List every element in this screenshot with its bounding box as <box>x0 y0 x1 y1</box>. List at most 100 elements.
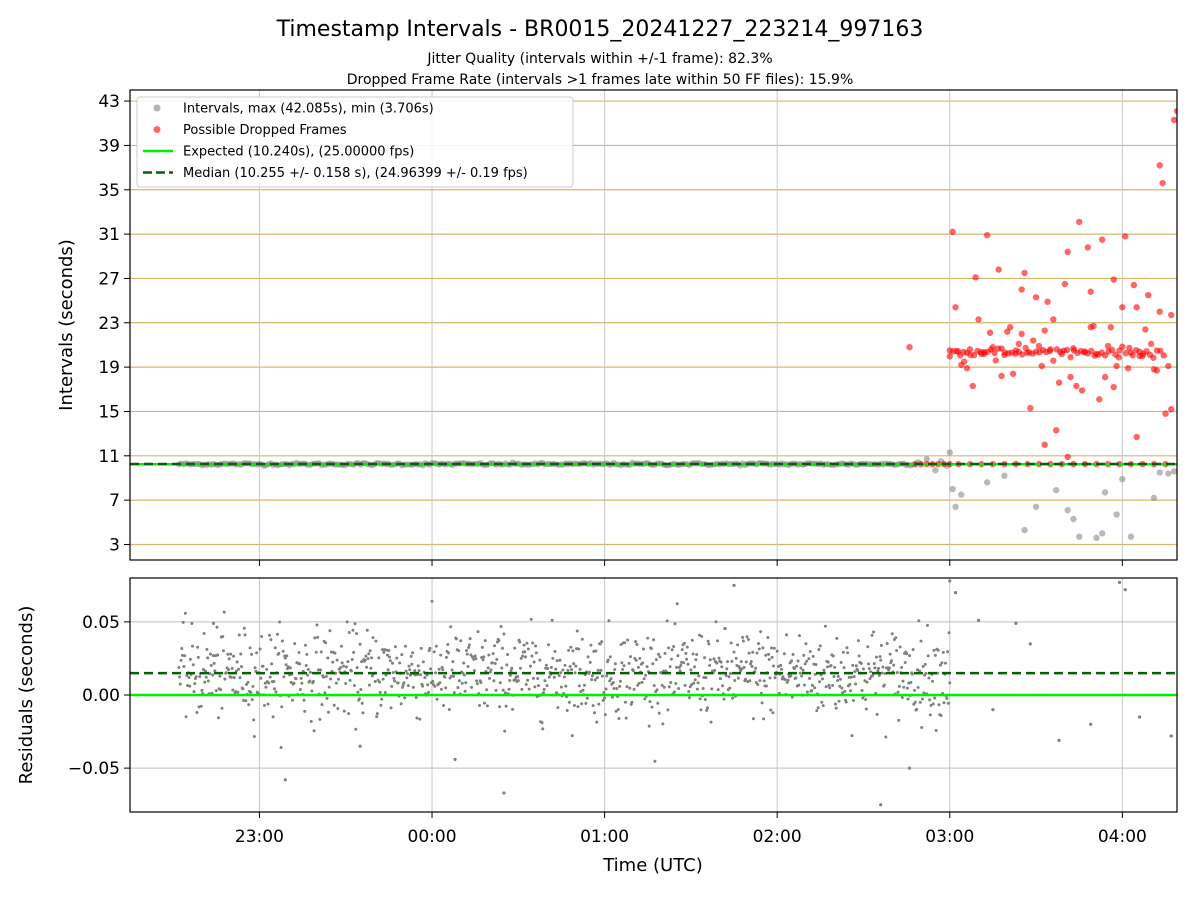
residual-point <box>446 643 450 647</box>
residual-point <box>293 642 297 646</box>
residual-point <box>316 668 320 672</box>
residual-point <box>841 650 845 654</box>
residual-point <box>435 697 439 701</box>
residual-point <box>462 661 466 665</box>
residual-point <box>178 675 182 679</box>
residual-point <box>324 674 328 678</box>
dropped-frame-point <box>1142 326 1149 333</box>
y-tick-label: −0.05 <box>68 759 120 779</box>
residual-point <box>721 684 725 688</box>
residual-point <box>250 698 254 702</box>
residuals-panel: −0.05 0.00 0.05 23:00 00:00 01:00 02:00 03:00 04… <box>16 577 1178 847</box>
residual-point <box>349 669 353 673</box>
residual-point <box>815 709 819 713</box>
dropped-frame-point <box>946 353 953 360</box>
residual-point <box>534 644 538 648</box>
residual-point <box>705 706 709 710</box>
residual-point <box>561 668 565 672</box>
residual-point <box>923 662 927 666</box>
residual-point <box>509 668 513 672</box>
residual-point <box>790 659 794 663</box>
residual-point <box>352 683 356 687</box>
residual-point <box>347 630 351 634</box>
residual-point <box>596 668 600 672</box>
residual-point <box>403 644 407 648</box>
interval-point <box>1101 489 1109 496</box>
residual-point <box>867 662 871 666</box>
residual-point <box>541 691 545 695</box>
residual-point <box>421 684 425 688</box>
residual-point <box>495 657 499 661</box>
dropped-frame-point <box>1018 286 1025 293</box>
dropped-frame-point <box>1012 347 1020 354</box>
residual-point <box>883 672 887 676</box>
residual-point <box>624 716 628 720</box>
residual-point <box>643 697 647 701</box>
residual-point <box>477 703 481 707</box>
residual-point <box>854 682 858 686</box>
residual-point <box>856 639 860 643</box>
residual-point <box>370 674 374 678</box>
residual-point <box>937 703 941 707</box>
residual-point <box>623 700 627 704</box>
residual-point <box>405 676 409 680</box>
residual-point <box>493 662 497 666</box>
residual-point <box>655 688 659 692</box>
residual-point <box>728 686 732 690</box>
residual-point <box>406 672 410 676</box>
residual-point <box>576 705 580 709</box>
residual-point <box>305 652 309 656</box>
residual-point <box>817 648 821 652</box>
interval-point <box>1156 469 1163 476</box>
residual-point <box>901 679 905 683</box>
residual-point <box>771 711 775 715</box>
residual-point <box>600 674 604 678</box>
residual-point <box>682 661 686 665</box>
residual-point <box>367 683 371 687</box>
residual-point <box>826 660 830 664</box>
residual-point <box>844 700 848 704</box>
residual-point <box>668 665 672 669</box>
residual-point <box>666 708 670 712</box>
residual-point <box>529 617 533 621</box>
residual-point <box>326 656 330 660</box>
residual-point <box>262 704 266 708</box>
residual-point <box>595 720 599 724</box>
residual-point <box>700 634 704 638</box>
residual-point <box>836 674 840 678</box>
residual-point <box>801 668 805 672</box>
residual-point <box>452 691 456 695</box>
dropped-frame-point <box>1170 116 1177 124</box>
residual-point <box>873 666 877 670</box>
residual-point <box>239 652 243 656</box>
residual-point <box>732 583 736 587</box>
residual-point <box>488 676 492 680</box>
residual-point <box>946 650 950 654</box>
residual-point <box>740 667 744 671</box>
residual-point <box>991 708 995 712</box>
interval-point <box>1093 534 1100 542</box>
residual-point <box>582 683 586 687</box>
residual-point <box>631 669 635 673</box>
dropped-frame-point <box>958 361 965 369</box>
residual-point <box>391 671 395 675</box>
residual-point <box>836 678 840 682</box>
dropped-frame-point <box>1052 427 1060 434</box>
legend-box <box>136 96 574 188</box>
residual-point <box>379 703 383 707</box>
dropped-frame-point <box>1145 291 1152 299</box>
dropped-frame-point <box>998 372 1005 380</box>
dropped-frame-point <box>983 232 991 239</box>
residual-point <box>775 649 779 653</box>
residual-point <box>480 645 484 649</box>
residual-point <box>580 637 584 641</box>
residual-point <box>365 665 369 669</box>
residual-point <box>890 632 894 636</box>
residual-point <box>525 641 529 645</box>
residual-point <box>764 653 768 657</box>
residual-point <box>277 651 281 655</box>
residual-point <box>529 664 533 668</box>
residual-point <box>641 647 645 651</box>
residual-point <box>578 667 582 671</box>
dropped-frame-point <box>1093 350 1100 358</box>
